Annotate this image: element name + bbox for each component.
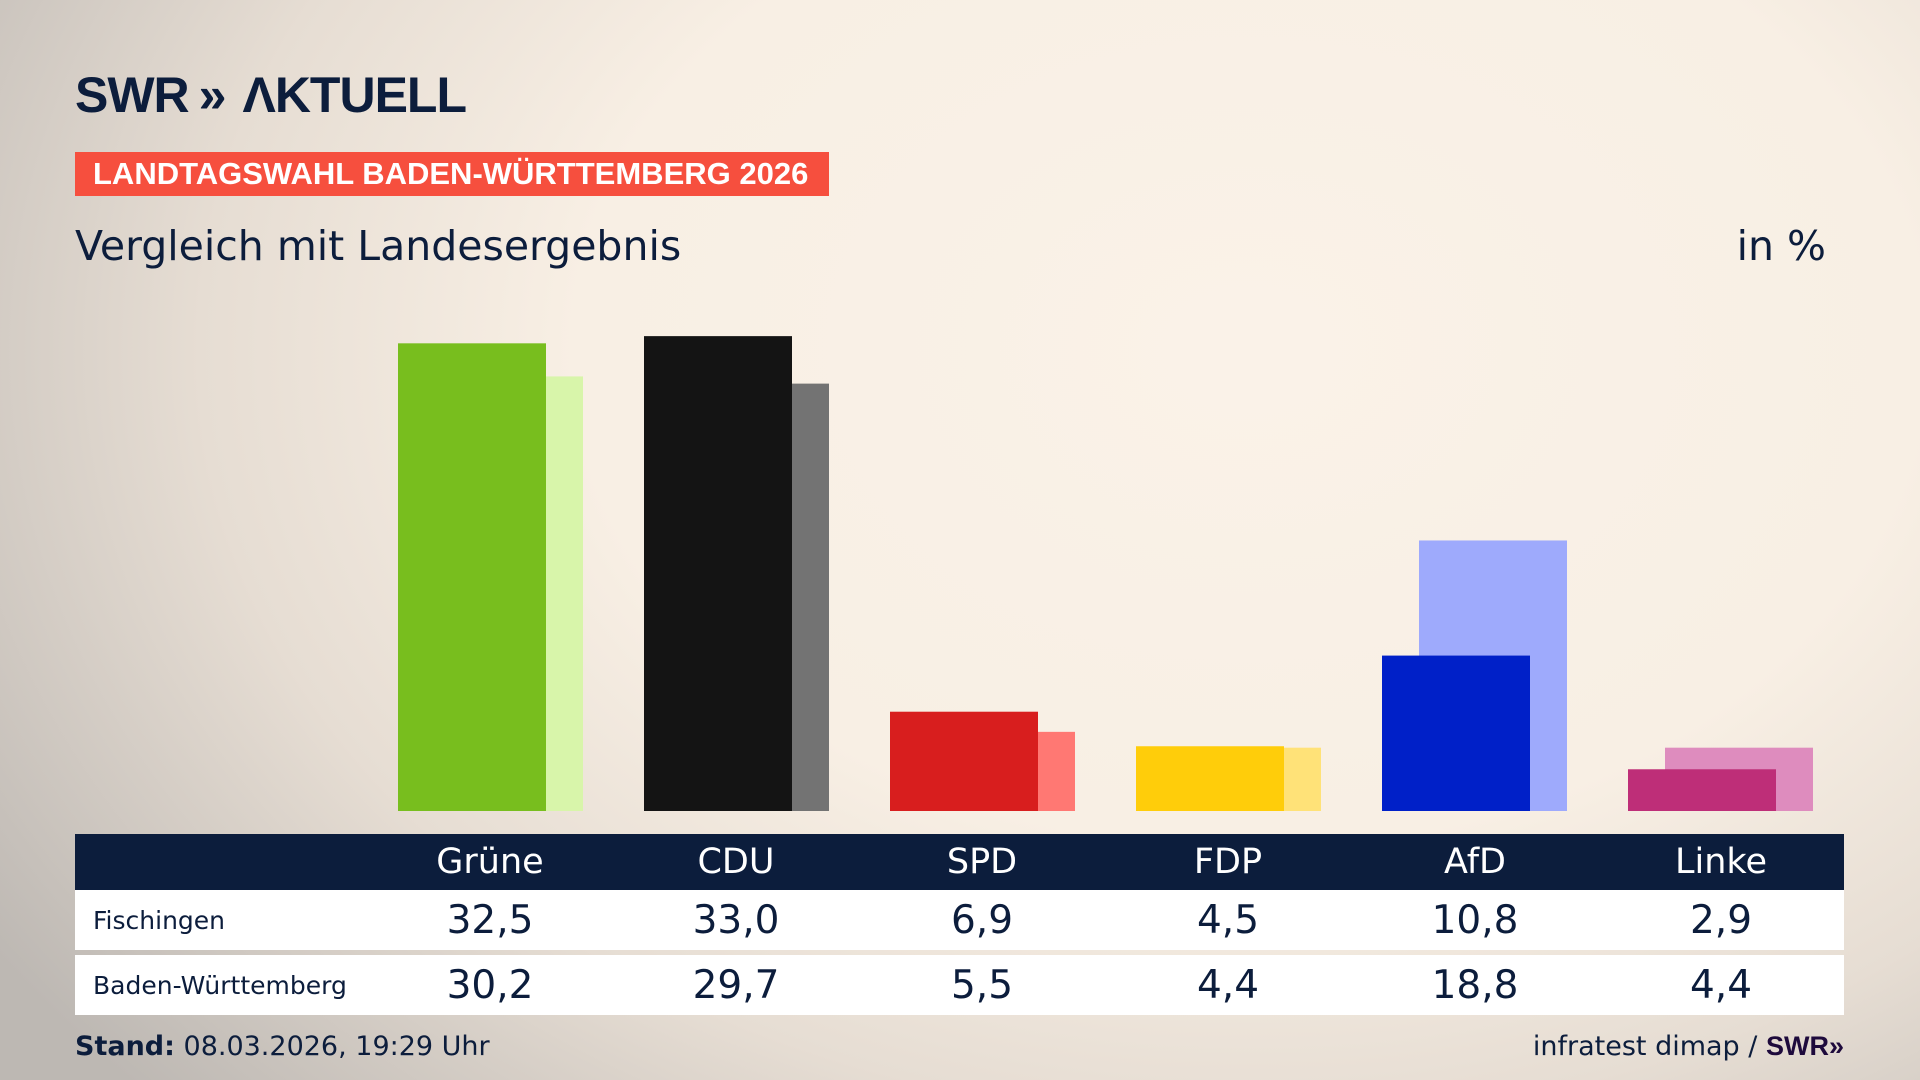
row-label: Fischingen xyxy=(93,905,226,935)
value-cell: 2,9 xyxy=(1689,897,1753,943)
value-cell: 4,5 xyxy=(1196,897,1260,943)
column-header: CDU xyxy=(697,842,775,882)
value-cell: 32,5 xyxy=(446,897,534,943)
row-label: Baden-Württemberg xyxy=(93,970,347,1000)
stand-value: 08.03.2026, 19:29 Uhr xyxy=(183,1031,490,1062)
value-cell: 30,2 xyxy=(446,962,534,1008)
swr-logo: SWR» xyxy=(1765,1031,1844,1061)
column-header: SPD xyxy=(946,842,1018,882)
bar-chart xyxy=(398,336,1813,811)
chart-title: Vergleich mit Landesergebnis xyxy=(75,222,682,270)
bar-linke-fischingen xyxy=(1628,769,1776,811)
election-banner: LANDTAGSWAHL BADEN-WÜRTTEMBERG 2026 xyxy=(75,152,829,196)
bar-grne-fischingen xyxy=(398,343,546,811)
table-row-baden-wuerttemberg: Baden-Württemberg 30,2 29,7 5,5 4,4 18,8 4,4 xyxy=(75,955,1844,1015)
column-header: Grüne xyxy=(436,842,544,882)
source: infratest dimap / SWR» xyxy=(1533,1031,1844,1062)
swr-aktuell-logo: SWR» ΛKTUELL xyxy=(75,67,467,123)
stand-label: Stand: xyxy=(75,1031,175,1062)
value-cell: 5,5 xyxy=(950,962,1014,1008)
source-text: infratest dimap / xyxy=(1532,1031,1758,1062)
value-cell: 18,8 xyxy=(1431,962,1519,1008)
bar-fdp-fischingen xyxy=(1136,746,1284,811)
bar-cdu-fischingen xyxy=(644,336,792,811)
unit-label: in % xyxy=(1736,222,1826,270)
value-cell: 4,4 xyxy=(1689,962,1753,1008)
column-header: Linke xyxy=(1675,842,1767,882)
column-header: FDP xyxy=(1193,842,1263,882)
bar-spd-fischingen xyxy=(890,711,1038,811)
table-header: Grüne CDU SPD FDP AfD Linke xyxy=(75,834,1844,890)
value-cell: 29,7 xyxy=(692,962,780,1008)
value-cell: 4,4 xyxy=(1196,962,1260,1008)
column-header: AfD xyxy=(1444,842,1506,882)
timestamp: Stand: 08.03.2026, 19:29 Uhr xyxy=(75,1031,490,1062)
value-cell: 33,0 xyxy=(692,897,780,943)
value-cell: 10,8 xyxy=(1431,897,1519,943)
table-row-fischingen: Fischingen 32,5 33,0 6,9 4,5 10,8 2,9 xyxy=(75,890,1844,950)
bar-afd-fischingen xyxy=(1382,655,1530,811)
value-cell: 6,9 xyxy=(950,897,1014,943)
